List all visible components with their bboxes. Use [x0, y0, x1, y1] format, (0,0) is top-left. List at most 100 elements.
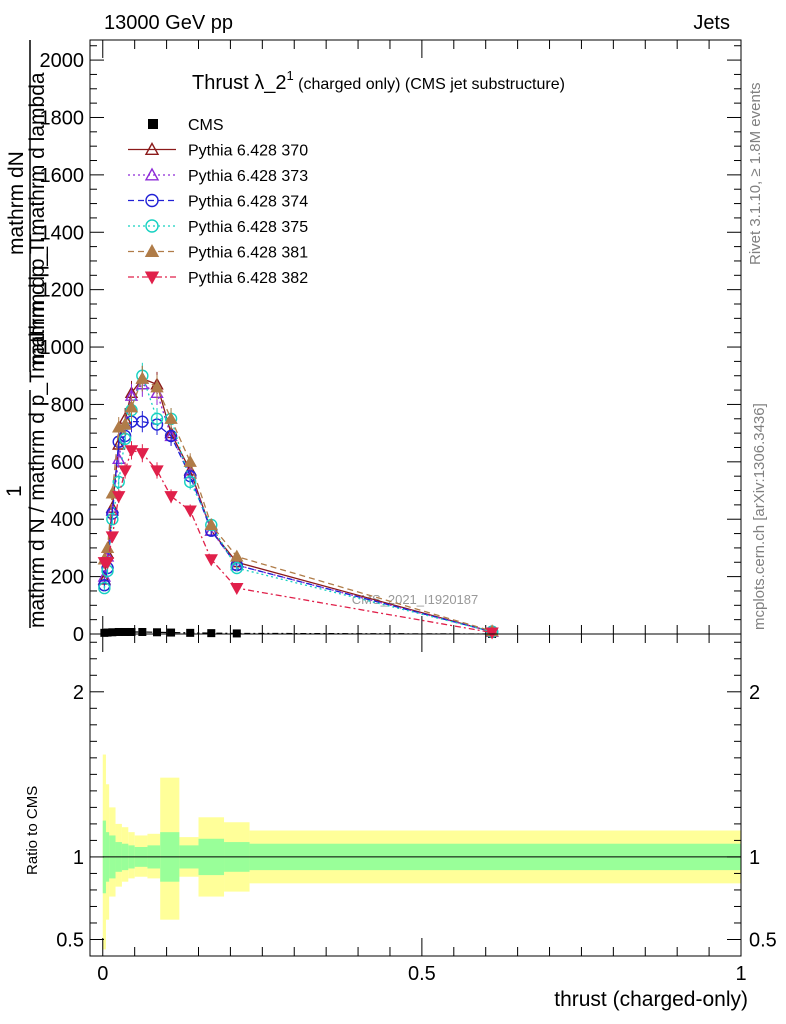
data-point — [150, 465, 164, 478]
ylabel-one: 1 — [3, 485, 26, 497]
legend-label: Pythia 6.428 370 — [188, 143, 308, 160]
data-point — [106, 513, 119, 526]
side-label-rivet: Rivet 3.1.10, ≥ 1.8M events — [747, 83, 764, 266]
ratio-y-tick-label-right: 0.5 — [749, 929, 777, 951]
legend-entry: CMS — [148, 117, 224, 134]
data-point — [183, 454, 197, 467]
y-tick-label: 1400 — [40, 222, 85, 244]
chart-title-main: Thrust λ_2 — [192, 72, 286, 94]
ratio-panel: 0.5 0.51 12 2 0 0.5 1 Ratio to CMS thrust (ch… — [24, 633, 777, 1011]
chart-title-suffix: (charged only) (CMS jet substructure) — [294, 76, 565, 93]
legend-entry: Pythia 6.428 373 — [128, 167, 308, 185]
data-point — [124, 445, 139, 458]
data-point — [207, 629, 216, 638]
y-tick-label: 200 — [51, 567, 84, 589]
ratio-y-tick-label: 1 — [73, 847, 84, 869]
data-point — [230, 549, 244, 562]
ratio-y-tick-label: 2 — [73, 682, 84, 704]
x-tick-labels: 0 0.5 1 — [97, 963, 746, 985]
data-point — [164, 429, 178, 443]
data-point — [232, 629, 241, 638]
data-point — [136, 415, 149, 428]
data-point — [98, 579, 111, 592]
data-point — [114, 627, 123, 636]
legend-label: CMS — [188, 117, 224, 134]
legend-entry: Pythia 6.428 370 — [128, 142, 308, 160]
data-point — [150, 412, 164, 425]
main-y-tick-labels: 0 200 400 600 800 1000 1200 1400 1600 1800 2000 — [40, 50, 85, 646]
side-label-mcplots: mcplots.cern.ch [arXiv:1306.3436] — [751, 403, 768, 630]
ratio-y-tick-labels: 0.5 0.5 1 1 2 2 — [56, 682, 777, 952]
data-point — [100, 540, 115, 554]
ylabel-numerator: mathrm dN — [5, 151, 28, 255]
data-point — [138, 627, 147, 636]
data-point — [184, 475, 197, 489]
data-point — [105, 531, 120, 544]
data-point — [485, 627, 499, 640]
data-point — [124, 400, 139, 413]
data-point — [164, 411, 178, 424]
x-tick-label: 1 — [735, 963, 746, 985]
data-point — [204, 518, 218, 531]
main-axis-ticks — [90, 40, 742, 635]
data-point — [135, 371, 150, 384]
main-panel: 0 200 400 600 800 1000 1200 1400 1600 1800 2000 CM… — [3, 39, 742, 646]
legend: CMS Pythia 6.428 370 Pythia 6.428 373 Pythi… — [128, 117, 308, 287]
ratio-y-tick-label-right: 1 — [749, 847, 760, 869]
data-point — [135, 448, 150, 461]
legend-entry: Pythia 6.428 382 — [128, 270, 308, 287]
y-tick-label: 400 — [51, 509, 84, 531]
legend-entry: Pythia 6.428 381 — [128, 244, 308, 262]
legend-label: Pythia 6.428 374 — [188, 194, 308, 211]
ratio-panel-frame — [89, 633, 742, 957]
y-tick-label: 0 — [73, 624, 84, 646]
data-point — [118, 417, 132, 430]
data-point — [118, 465, 132, 478]
x-axis-label: thrust (charged-only) — [554, 988, 748, 1011]
data-point — [121, 627, 130, 636]
data-point — [230, 582, 244, 596]
ylabel-denominator: mathrm d N / mathrm d p_T mathrm d p_T — [26, 234, 49, 628]
data-point — [127, 627, 136, 636]
ratio-ylabel: Ratio to CMS — [24, 786, 41, 875]
main-y-axis-label: mathrm dN mathrm d p_T mathrm d lambda 1… — [3, 40, 49, 628]
data-point — [150, 380, 164, 393]
watermark: CMS_2021_I1920187 — [352, 592, 479, 607]
data-point — [100, 557, 115, 570]
series-6 — [97, 441, 499, 640]
legend-swatch — [148, 119, 158, 129]
data-point — [108, 628, 117, 637]
ratio-y-tick-label: 0.5 — [56, 929, 84, 951]
y-tick-label: 2000 — [40, 50, 85, 72]
legend-label: Pythia 6.428 373 — [188, 168, 308, 185]
process-label: Jets — [693, 12, 730, 34]
y-tick-label: 1600 — [40, 165, 85, 187]
legend-label: Pythia 6.428 381 — [188, 245, 308, 262]
data-point — [153, 628, 162, 637]
energy-label: 13000 GeV pp — [104, 12, 233, 34]
data-point — [167, 628, 176, 637]
data-point — [112, 475, 125, 489]
data-point — [145, 193, 159, 208]
series-layer — [97, 362, 499, 640]
data-point — [230, 561, 243, 575]
data-point — [112, 491, 126, 504]
data-point — [145, 219, 159, 233]
legend-label: Pythia 6.428 375 — [188, 219, 308, 236]
ratio-bands — [102, 754, 741, 950]
data-point — [144, 244, 160, 257]
y-tick-label: 1000 — [40, 337, 85, 359]
data-point — [144, 142, 160, 155]
data-point — [144, 271, 160, 285]
series-0 — [100, 627, 497, 638]
y-tick-label: 1200 — [40, 280, 85, 302]
ylabel-numerator-overlap: mathrm d p_T mathrm d lambda — [26, 72, 49, 372]
data-point — [204, 554, 218, 567]
ratio-axis-ticks — [90, 634, 742, 956]
chart-title: Thrust λ_21 (charged only) (CMS jet subs… — [192, 68, 565, 94]
y-tick-label: 1800 — [40, 107, 85, 129]
legend-entry: Pythia 6.428 375 — [128, 219, 308, 236]
data-point — [164, 491, 178, 504]
x-tick-label: 0 — [97, 963, 108, 985]
